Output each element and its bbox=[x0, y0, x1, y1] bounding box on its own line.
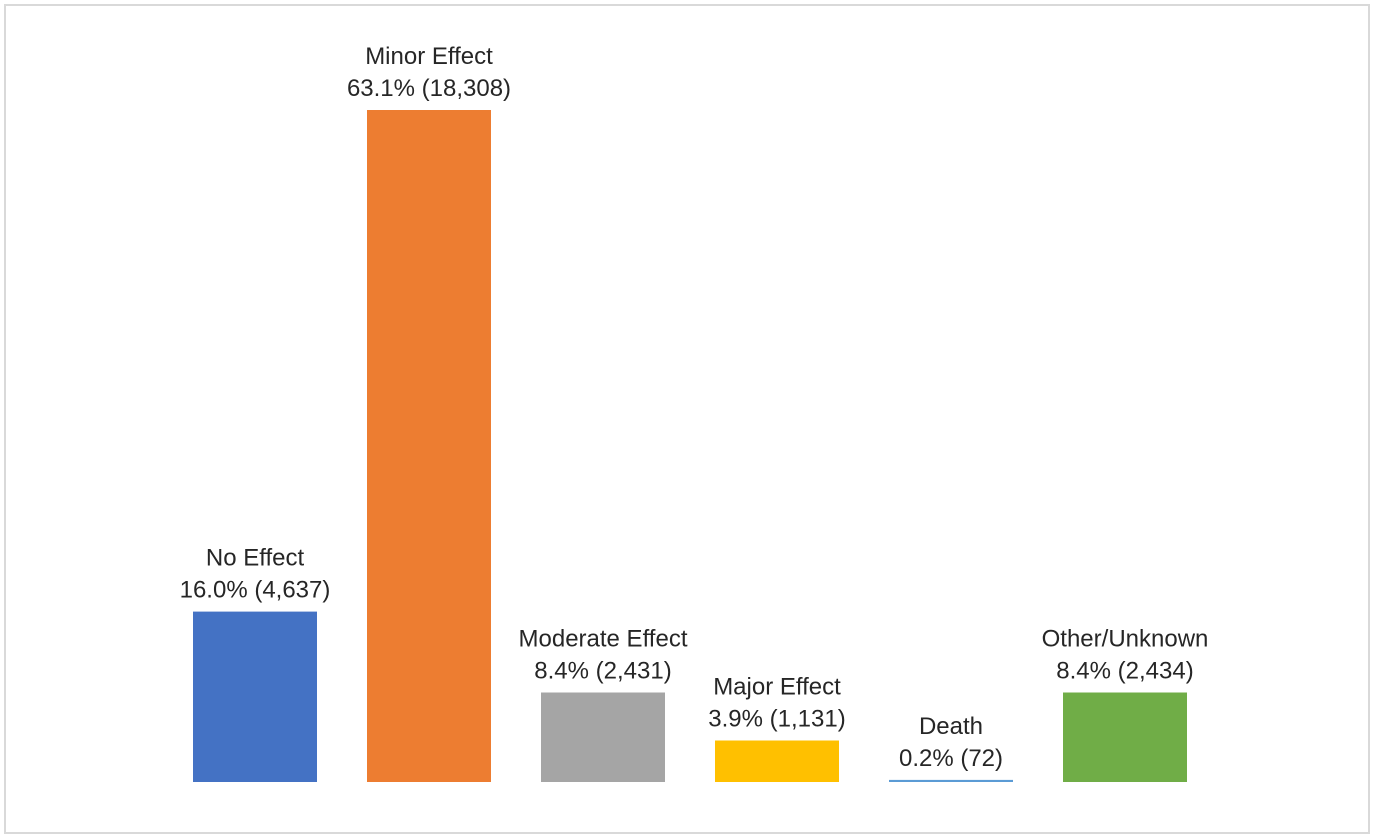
data-label-category-major-effect: Major Effect bbox=[713, 674, 841, 701]
data-label-category-death: Death bbox=[919, 713, 983, 740]
data-label-category-moderate-effect: Moderate Effect bbox=[519, 626, 688, 653]
data-label-value-no-effect: 16.0% (4,637) bbox=[180, 577, 331, 604]
data-label-category-minor-effect: Minor Effect bbox=[365, 43, 493, 70]
data-label-value-moderate-effect: 8.4% (2,431) bbox=[534, 658, 671, 685]
bar-other-unknown bbox=[1063, 692, 1187, 782]
bar-death bbox=[889, 779, 1013, 782]
data-label-value-minor-effect: 63.1% (18,308) bbox=[347, 75, 511, 102]
bar-major-effect bbox=[715, 740, 839, 782]
bar-moderate-effect bbox=[541, 692, 665, 782]
data-label-value-major-effect: 3.9% (1,131) bbox=[708, 706, 845, 733]
data-label-category-no-effect: No Effect bbox=[206, 545, 305, 572]
data-label-category-other-unknown: Other/Unknown bbox=[1042, 626, 1209, 653]
data-label-value-other-unknown: 8.4% (2,434) bbox=[1056, 658, 1193, 685]
data-label-value-death: 0.2% (72) bbox=[899, 745, 1003, 772]
bar-no-effect bbox=[193, 611, 317, 782]
bar-minor-effect bbox=[367, 110, 491, 782]
